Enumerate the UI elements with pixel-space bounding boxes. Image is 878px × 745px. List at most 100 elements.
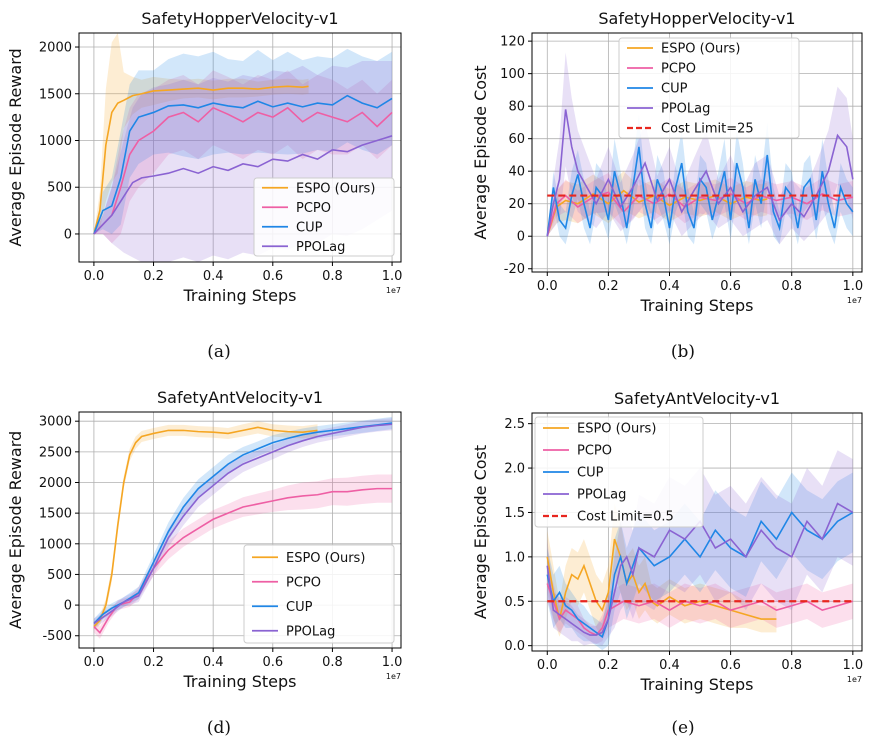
series-line-cup xyxy=(93,422,393,625)
y-tick-label: 80 xyxy=(508,100,525,115)
legend-label: PPOLag xyxy=(661,102,710,117)
x-tick-label: 0.4 xyxy=(659,658,680,673)
y-tick-label: 0.5 xyxy=(504,595,525,610)
x-tick-label: 0.6 xyxy=(720,279,741,294)
x-tick-label: 0.6 xyxy=(262,655,283,670)
series-line-espo-ours- xyxy=(93,85,309,235)
x-tick-label: 0.8 xyxy=(781,658,802,673)
chart-title: SafetyAntVelocity-v1 xyxy=(614,389,780,408)
legend-label: PCPO xyxy=(286,575,321,590)
chart-title: SafetyHopperVelocity-v1 xyxy=(598,9,795,28)
y-tick-label: 2500 xyxy=(39,445,72,460)
band-ppolag xyxy=(547,52,853,245)
x-tick-label: 0.6 xyxy=(720,658,741,673)
legend-label: ESPO (Ours) xyxy=(661,42,740,57)
x-axis-label: Training Steps xyxy=(640,675,754,694)
plot-frame xyxy=(531,32,863,273)
x-tick-label: 0.8 xyxy=(781,279,802,294)
x-multiplier: 1e7 xyxy=(386,672,401,681)
legend-label: PCPO xyxy=(661,62,696,77)
y-tick-label: 1500 xyxy=(39,87,72,102)
series-line-pcpo xyxy=(546,583,854,636)
x-tick-label: 1.0 xyxy=(842,658,863,673)
series-line-ppolag xyxy=(546,502,854,636)
x-tick-label: 0.8 xyxy=(322,655,343,670)
y-tick-label: 2000 xyxy=(39,476,72,491)
plot-area xyxy=(93,416,393,639)
subfigure-caption: (a) xyxy=(207,342,230,362)
plot-frame xyxy=(78,32,402,263)
x-tick-label: 1.0 xyxy=(382,655,403,670)
y-tick-label: 1.0 xyxy=(504,550,525,565)
legend: ESPO (Ours) PCPO CUP PPOLag Cost Limit=25 xyxy=(618,37,800,139)
legend-label: PCPO xyxy=(296,201,331,216)
subfigure-caption: (d) xyxy=(207,718,231,738)
chart-panel-3: 0.0 0.2 0.4 0.6 0.8 1.0 -500 0 500 1000 1500 2000 25… xyxy=(6,388,402,691)
band-espo-ours- xyxy=(93,33,309,234)
x-tick-label: 0.0 xyxy=(537,658,558,673)
x-axis-label: Training Steps xyxy=(183,672,297,691)
legend-box xyxy=(243,544,395,644)
legend-label: Cost Limit=25 xyxy=(661,122,754,137)
x-axis-label: Training Steps xyxy=(640,296,754,315)
y-axis-label: Average Episode Reward xyxy=(6,431,25,629)
y-tick-label: 1000 xyxy=(39,537,72,552)
chart-panel-1: 0.0 0.2 0.4 0.6 0.8 1.0 0 500 1000 1500 2000 1e7 Saf… xyxy=(6,9,402,305)
x-multiplier: 1e7 xyxy=(847,296,862,305)
x-tick-label: 0.4 xyxy=(659,279,680,294)
x-tick-label: 0.4 xyxy=(203,655,224,670)
y-tick-label: 2000 xyxy=(39,41,72,56)
x-tick-label: 0.4 xyxy=(203,269,224,284)
chart-title: SafetyHopperVelocity-v1 xyxy=(141,9,338,28)
legend-box xyxy=(253,177,395,257)
x-tick-label: 0.8 xyxy=(322,269,343,284)
band-ppolag xyxy=(93,418,393,629)
legend: ESPO (Ours) PCPO CUP PPOLag xyxy=(253,177,395,257)
x-tick-label: 0.2 xyxy=(598,279,619,294)
band-ppolag xyxy=(547,450,853,646)
legend-label: ESPO (Ours) xyxy=(296,181,375,196)
x-tick-label: 0.2 xyxy=(143,655,164,670)
legend-label: Cost Limit=0.5 xyxy=(577,510,674,525)
series-line-pcpo xyxy=(93,106,393,235)
subfigure-caption: (b) xyxy=(671,342,695,362)
y-tick-label: 0 xyxy=(64,599,72,614)
band-pcpo xyxy=(547,565,853,644)
plot-frame xyxy=(531,412,863,652)
y-tick-label: 1.5 xyxy=(504,506,525,521)
legend-label: PPOLag xyxy=(296,240,345,255)
series-line-ppolag xyxy=(93,423,393,625)
y-tick-label: 1500 xyxy=(39,507,72,522)
y-tick-label: 500 xyxy=(47,181,72,196)
y-tick-label: 0 xyxy=(64,227,72,242)
y-axis-label: Average Episode Reward xyxy=(6,48,25,246)
y-tick-label: 2.0 xyxy=(504,462,525,477)
legend-label: ESPO (Ours) xyxy=(286,551,365,566)
legend-label: CUP xyxy=(296,220,323,235)
y-axis-label: Average Episode Cost xyxy=(471,65,490,239)
legend-label: CUP xyxy=(661,82,688,97)
legend: ESPO (Ours) PCPO CUP PPOLag Cost Limit=0.5 xyxy=(534,416,704,528)
plot-frame xyxy=(78,411,402,649)
series-line-cup xyxy=(546,146,854,237)
y-tick-label: 2.5 xyxy=(504,417,525,432)
y-tick-label: 0 xyxy=(517,230,525,245)
series-line-pcpo xyxy=(546,191,853,237)
series-line-ppolag xyxy=(546,109,854,237)
band-pcpo xyxy=(547,172,853,237)
x-tick-label: 0.6 xyxy=(262,269,283,284)
series-line-cup xyxy=(93,94,393,235)
x-tick-label: 0.0 xyxy=(84,655,105,670)
legend-label: PPOLag xyxy=(286,624,335,639)
plot-area xyxy=(546,52,854,245)
y-tick-label: 120 xyxy=(500,35,525,50)
legend-label: CUP xyxy=(286,600,313,615)
y-tick-label: 1000 xyxy=(39,134,72,149)
x-tick-label: 1.0 xyxy=(382,269,403,284)
legend-box xyxy=(618,37,800,139)
y-tick-label: -20 xyxy=(504,262,525,277)
series-line-pcpo xyxy=(93,487,393,634)
band-cup xyxy=(547,472,853,651)
chart-panel-4: 0.0 0.2 0.4 0.6 0.8 1.0 0.0 0.5 1.0 1.5 2.0 2.5 1e7 S… xyxy=(471,389,863,694)
